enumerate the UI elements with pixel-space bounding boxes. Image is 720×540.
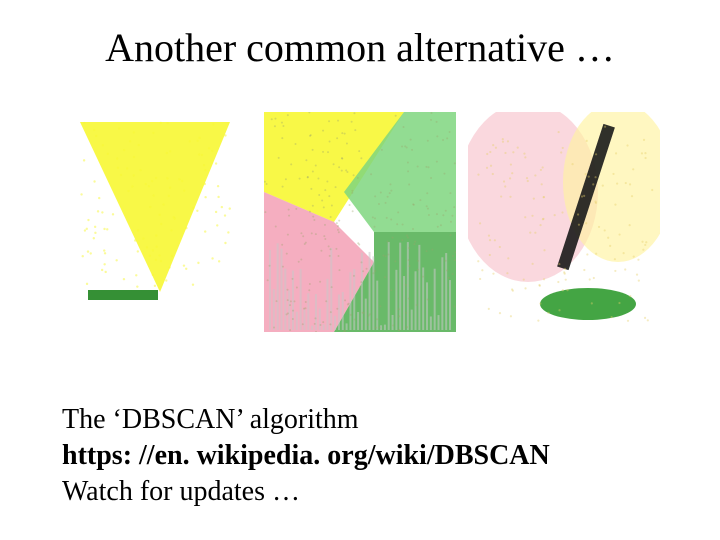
cluster-panel-1: [264, 112, 456, 332]
cluster-panel-2: [468, 112, 660, 332]
body-line-1: https: //en. wikipedia. org/wiki/DBSCAN: [62, 438, 550, 474]
body-line-2: Watch for updates …: [62, 474, 550, 510]
slide: Another common alternative … The ‘DBSCAN…: [0, 0, 720, 540]
body-text: The ‘DBSCAN’ algorithmhttps: //en. wikip…: [62, 402, 550, 510]
slide-title: Another common alternative …: [0, 24, 720, 71]
figure-row: [60, 112, 660, 332]
body-line-0: The ‘DBSCAN’ algorithm: [62, 402, 550, 438]
cluster-panel-0: [60, 112, 252, 332]
